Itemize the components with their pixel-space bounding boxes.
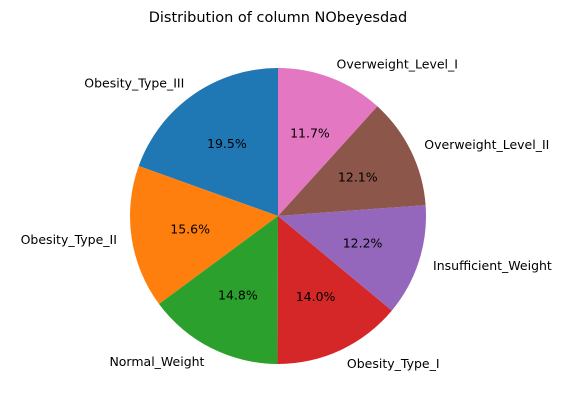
- pie-slice-normal-weight: [159, 216, 278, 364]
- slice-category-label: Insufficient_Weight: [433, 258, 552, 273]
- slice-percent-label: 14.8%: [218, 288, 258, 303]
- slice-percent-label: 14.0%: [296, 289, 336, 304]
- slice-percent-label: 11.7%: [290, 126, 330, 141]
- chart-title: Distribution of column NObeyesdad: [149, 10, 408, 26]
- slice-category-label: Obesity_Type_II: [21, 232, 117, 247]
- pie-slice-overweight-level-i: [278, 68, 378, 216]
- slice-category-label: Normal_Weight: [109, 354, 204, 369]
- slice-category-label: Overweight_Level_I: [337, 57, 458, 72]
- pie-slices: [130, 68, 426, 364]
- slice-percent-label: 12.2%: [343, 236, 383, 251]
- slice-percent-label: 15.6%: [170, 221, 210, 236]
- slice-category-label: Obesity_Type_III: [84, 75, 184, 90]
- slice-percent-label: 19.5%: [207, 136, 247, 151]
- pie-slice-obesity-type-ii: [130, 166, 278, 305]
- pie-slice-obesity-type-iii: [138, 68, 278, 216]
- pie-slice-obesity-type-i: [277, 216, 392, 364]
- slice-category-label: Obesity_Type_I: [347, 356, 440, 371]
- pie-slice-insufficient-weight: [278, 205, 426, 311]
- pie-slice-overweight-level-ii: [278, 106, 426, 216]
- pie-labels: 19.5% Obesity_Type_III 15.6% Obesity_Type_I…: [21, 57, 552, 371]
- slice-category-label: Overweight_Level_II: [424, 137, 549, 152]
- slice-percent-label: 12.1%: [338, 170, 378, 185]
